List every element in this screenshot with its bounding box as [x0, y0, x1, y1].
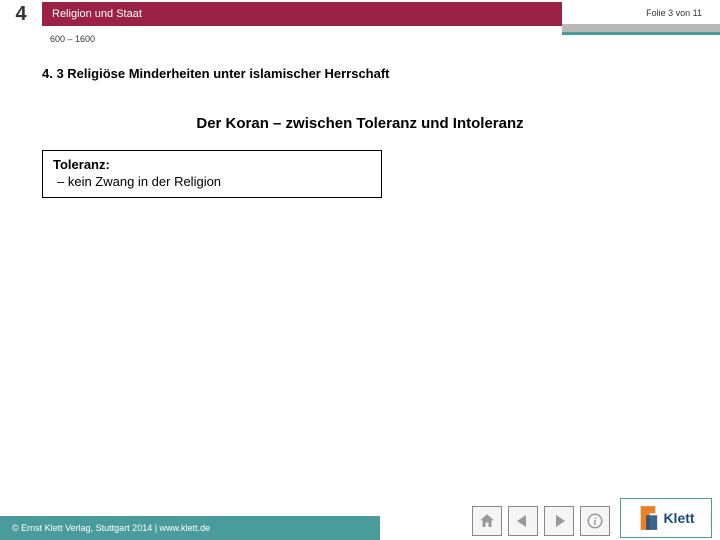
svg-text:i: i [594, 517, 597, 528]
logo-text: Klett [663, 510, 694, 526]
next-button[interactable] [544, 506, 574, 536]
publisher-logo: Klett [620, 498, 712, 538]
footer-bar: © Ernst Klett Verlag, Stuttgart 2014 | w… [0, 516, 380, 540]
list-item: kein Zwang in der Religion [57, 174, 371, 189]
box-list: kein Zwang in der Religion [53, 174, 371, 189]
tolerance-box: Toleranz: kein Zwang in der Religion [42, 150, 382, 198]
section-title: 4. 3 Religiöse Minderheiten unter islami… [42, 66, 720, 81]
main-title: Der Koran – zwischen Toleranz und Intole… [0, 115, 720, 132]
box-heading: Toleranz: [53, 157, 371, 172]
nav-icons: i [472, 506, 610, 536]
home-icon [478, 512, 496, 530]
klett-logo-icon [637, 504, 659, 532]
chapter-number: 4 [0, 3, 42, 26]
triangle-right-icon [550, 512, 568, 530]
chapter-title-bar: Religion und Staat [42, 2, 562, 26]
slide-counter: Folie 3 von 11 [646, 8, 702, 18]
accent-lines [562, 24, 720, 36]
info-button[interactable]: i [580, 506, 610, 536]
footer: © Ernst Klett Verlag, Stuttgart 2014 | w… [0, 496, 720, 540]
copyright-text: © Ernst Klett Verlag, Stuttgart 2014 | w… [12, 523, 210, 533]
prev-button[interactable] [508, 506, 538, 536]
info-icon: i [586, 512, 604, 530]
triangle-left-icon [514, 512, 532, 530]
header-row: 4 Religion und Staat Folie 3 von 11 [0, 0, 720, 28]
chapter-title-text: Religion und Staat [52, 8, 142, 20]
home-button[interactable] [472, 506, 502, 536]
